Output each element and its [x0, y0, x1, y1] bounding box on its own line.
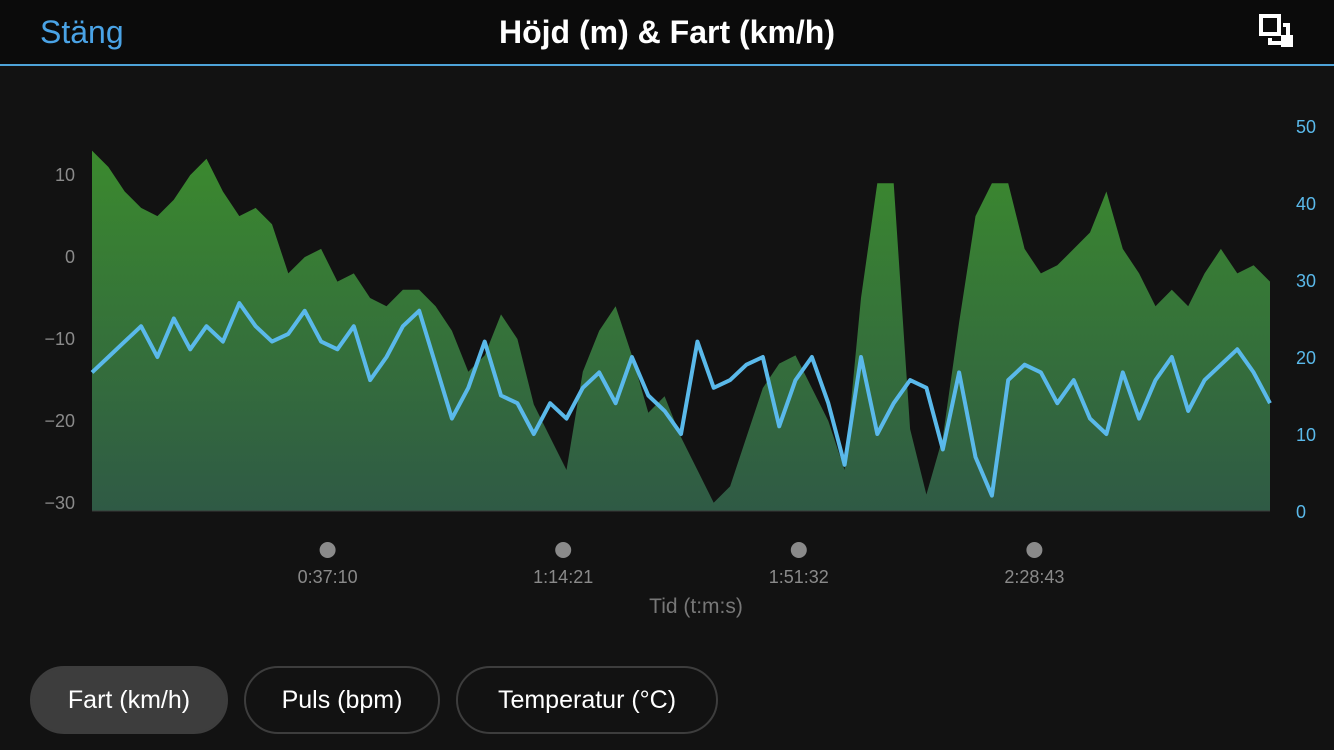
- chart-area: 10 0 −10 −20 −30 50 40 30 20 10 0 0:37:10 1:14:21 1:5…: [0, 66, 1334, 646]
- x-tick-marker: [555, 542, 572, 558]
- tab-temperature[interactable]: Temperatur (°C): [456, 666, 718, 734]
- expand-button[interactable]: [1258, 13, 1298, 53]
- top-bar: Stäng Höjd (m) & Fart (km/h): [0, 0, 1334, 66]
- expand-icon: [1259, 14, 1293, 47]
- x-tick-label: 1:14:21: [533, 567, 593, 587]
- page-title: Höjd (m) & Fart (km/h): [499, 14, 835, 50]
- left-axis-tick-label: −30: [44, 493, 75, 513]
- right-axis-tick-label: 50: [1296, 117, 1316, 137]
- tab-speed[interactable]: Fart (km/h): [30, 666, 228, 734]
- speed-line: [90, 301, 1272, 498]
- right-axis-tick-label: 20: [1296, 348, 1316, 368]
- left-axis-tick-label: −10: [44, 329, 75, 349]
- x-tick-label: 0:37:10: [298, 567, 358, 587]
- x-tick-label: 2:28:43: [1004, 567, 1064, 587]
- x-tick-label: 1:51:32: [769, 567, 829, 587]
- x-tick-marker: [319, 542, 336, 558]
- elevation-area: [92, 150, 1270, 511]
- right-axis-tick-label: 30: [1296, 271, 1316, 291]
- tab-heart-rate[interactable]: Puls (bpm): [244, 666, 440, 734]
- x-axis-title: Tid (t:m:s): [649, 595, 743, 618]
- elevation-speed-chart: 10 0 −10 −20 −30 50 40 30 20 10 0 0:37:10 1:14:21 1:5…: [44, 117, 1316, 618]
- left-axis-tick-label: 0: [65, 247, 75, 267]
- right-axis-tick-label: 0: [1296, 502, 1306, 522]
- x-tick-marker: [790, 542, 807, 558]
- left-axis-tick-label: −20: [44, 411, 75, 431]
- right-axis-tick-label: 10: [1296, 425, 1316, 445]
- x-tick-marker: [1026, 542, 1043, 558]
- left-axis-tick-label: 10: [55, 165, 75, 185]
- close-button[interactable]: Stäng: [40, 14, 124, 50]
- right-axis-tick-label: 40: [1296, 194, 1316, 214]
